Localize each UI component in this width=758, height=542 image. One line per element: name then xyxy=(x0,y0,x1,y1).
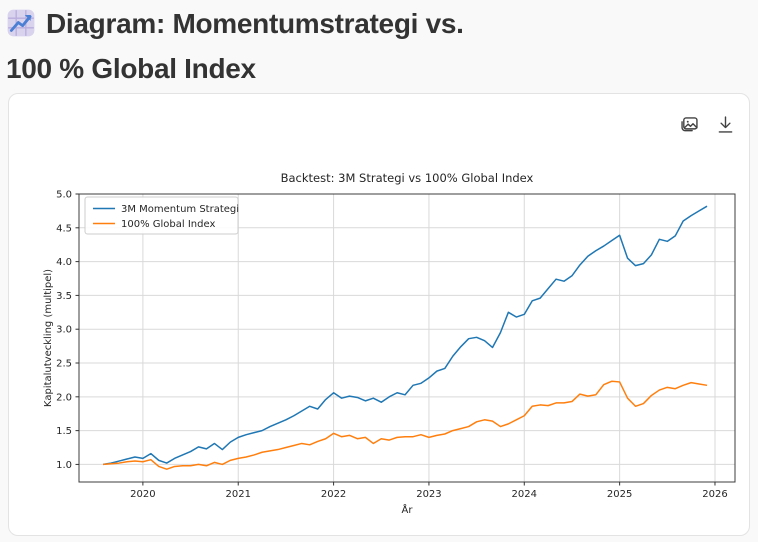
y-tick-label: 4.0 xyxy=(56,257,72,268)
x-tick-label: 2021 xyxy=(226,489,251,500)
x-tick-label: 2025 xyxy=(607,489,632,500)
backtest-line-chart: 2020 2021 2022 2023 2024 2025 2026 1.0 1.5 2.0 2.5… xyxy=(43,171,736,516)
y-tick-label: 4.5 xyxy=(56,223,72,234)
y-tick-label: 1.5 xyxy=(56,426,72,437)
x-tick-label: 2023 xyxy=(416,489,441,500)
x-tick-label: 2024 xyxy=(512,489,537,500)
chart-increasing-emoji-icon xyxy=(6,8,36,49)
image-icon xyxy=(680,116,698,131)
view-image-button[interactable] xyxy=(677,112,701,136)
x-tick-label: 2026 xyxy=(702,489,727,500)
legend-box xyxy=(84,196,239,235)
y-tick-label: 5.0 xyxy=(56,190,72,201)
series-line-0 xyxy=(103,205,708,466)
y-axis-label: Kapitalutveckling (multipel) xyxy=(43,269,54,407)
page-title: Diagram: Momentumstrategi vs. 100 % Glob… xyxy=(6,4,706,89)
y-tick-label: 2.0 xyxy=(56,392,72,403)
x-tick-label: 2020 xyxy=(130,489,155,500)
y-tick-label: 3.5 xyxy=(56,291,72,302)
chart-title: Backtest: 3M Strategi vs 100% Global Ind… xyxy=(281,171,534,185)
series-line-1 xyxy=(103,380,708,470)
y-tick-label: 2.5 xyxy=(56,359,72,370)
page-title-line2: 100 % Global Index xyxy=(6,53,256,84)
download-button[interactable] xyxy=(713,112,737,136)
page-title-line1: Diagram: Momentumstrategi vs. xyxy=(46,8,464,39)
page-header: Diagram: Momentumstrategi vs. 100 % Glob… xyxy=(0,0,758,89)
download-icon xyxy=(718,115,732,133)
chart-toolbar xyxy=(677,112,737,136)
y-tick-label: 1.0 xyxy=(56,460,72,471)
chart-card: 2020 2021 2022 2023 2024 2025 2026 1.0 1.5 2.0 2.5… xyxy=(8,93,750,536)
legend-label: 3M Momentum Strategi xyxy=(121,204,239,215)
x-axis-label: År xyxy=(402,503,414,516)
x-tick-label: 2022 xyxy=(321,489,346,500)
y-tick-label: 3.0 xyxy=(56,325,72,336)
legend-label: 100% Global Index xyxy=(121,219,215,230)
